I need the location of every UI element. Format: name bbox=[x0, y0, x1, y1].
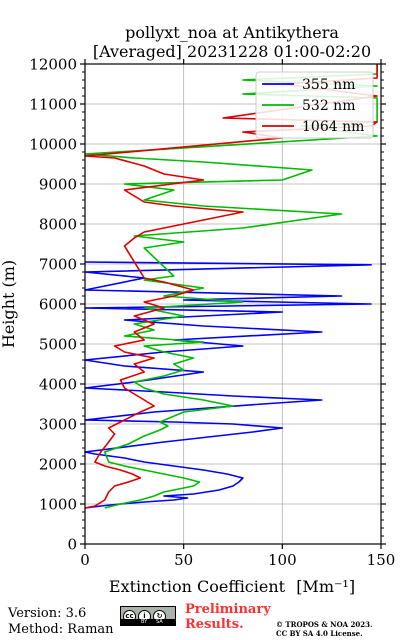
y-tick-label: 9000 bbox=[39, 176, 77, 194]
y-tick-label: 4000 bbox=[39, 376, 77, 394]
x-tick-label: 50 bbox=[174, 551, 193, 569]
y-tick-label: 3000 bbox=[39, 416, 77, 434]
series-line-1064-nm bbox=[84, 64, 378, 509]
legend-label-1064-nm: 1064 nm bbox=[302, 119, 364, 135]
y-tick-label: 0 bbox=[67, 536, 77, 554]
y-axis-label: Height (m) bbox=[0, 260, 18, 348]
series-line-532-nm bbox=[84, 64, 378, 509]
method-text: Method: Raman bbox=[8, 622, 114, 637]
extinction-profile-chart: pollyxt_noa at Antikythera [Averaged] 20… bbox=[0, 23, 395, 596]
series-line-355-nm bbox=[84, 261, 372, 509]
y-tick-label: 5000 bbox=[39, 336, 77, 354]
series-lines bbox=[84, 64, 378, 509]
cc-license-badge: cc i ↻ BY SA bbox=[120, 606, 176, 626]
preliminary-line-2: Results. bbox=[185, 617, 244, 632]
chart-subtitle: [Averaged] 20231228 01:00-02:20 bbox=[93, 42, 371, 61]
legend-label-532-nm: 532 nm bbox=[302, 98, 355, 114]
y-tick-label: 1000 bbox=[39, 496, 77, 514]
x-tick-label: 150 bbox=[367, 551, 396, 569]
x-tick-label: 100 bbox=[268, 551, 297, 569]
y-tick-label: 7000 bbox=[39, 256, 77, 274]
x-axis-label: Extinction Coefficient [Mm⁻¹] bbox=[109, 577, 355, 596]
version-text: Version: 3.6 bbox=[8, 606, 87, 621]
x-axis-label-unit: [Mm⁻¹] bbox=[296, 577, 355, 596]
cc-badge-strip bbox=[121, 619, 175, 625]
legend-label-355-nm: 355 nm bbox=[302, 77, 355, 93]
footer-info: Version: 3.6 Method: Raman bbox=[8, 606, 114, 638]
cc-sa-label: SA bbox=[156, 619, 163, 625]
copyright-line-2: CC BY SA 4.0 License. bbox=[276, 629, 363, 638]
y-tick-label: 2000 bbox=[39, 456, 77, 474]
legend: 355 nm 532 nm 1064 nm bbox=[255, 71, 374, 139]
legend-box bbox=[255, 71, 374, 139]
axes: 0100020003000400050006000700080009000100… bbox=[29, 56, 395, 570]
preliminary-results-note: Preliminary Results. bbox=[185, 602, 271, 632]
cc-by-label: BY bbox=[141, 619, 148, 625]
chart-title: pollyxt_noa at Antikythera bbox=[125, 23, 339, 42]
y-tick-label: 11000 bbox=[29, 96, 77, 114]
y-tick-label: 12000 bbox=[29, 56, 77, 74]
y-tick-label: 8000 bbox=[39, 216, 77, 234]
y-tick-label: 6000 bbox=[39, 296, 77, 314]
copyright-note: © TROPOS & NOA 2023. CC BY SA 4.0 Licens… bbox=[276, 620, 372, 638]
preliminary-line-1: Preliminary bbox=[185, 602, 271, 617]
x-tick-label: 0 bbox=[80, 551, 90, 569]
copyright-line-1: © TROPOS & NOA 2023. bbox=[276, 620, 373, 629]
x-axis-label-text: Extinction Coefficient bbox=[109, 577, 286, 596]
y-tick-label: 10000 bbox=[29, 136, 77, 154]
